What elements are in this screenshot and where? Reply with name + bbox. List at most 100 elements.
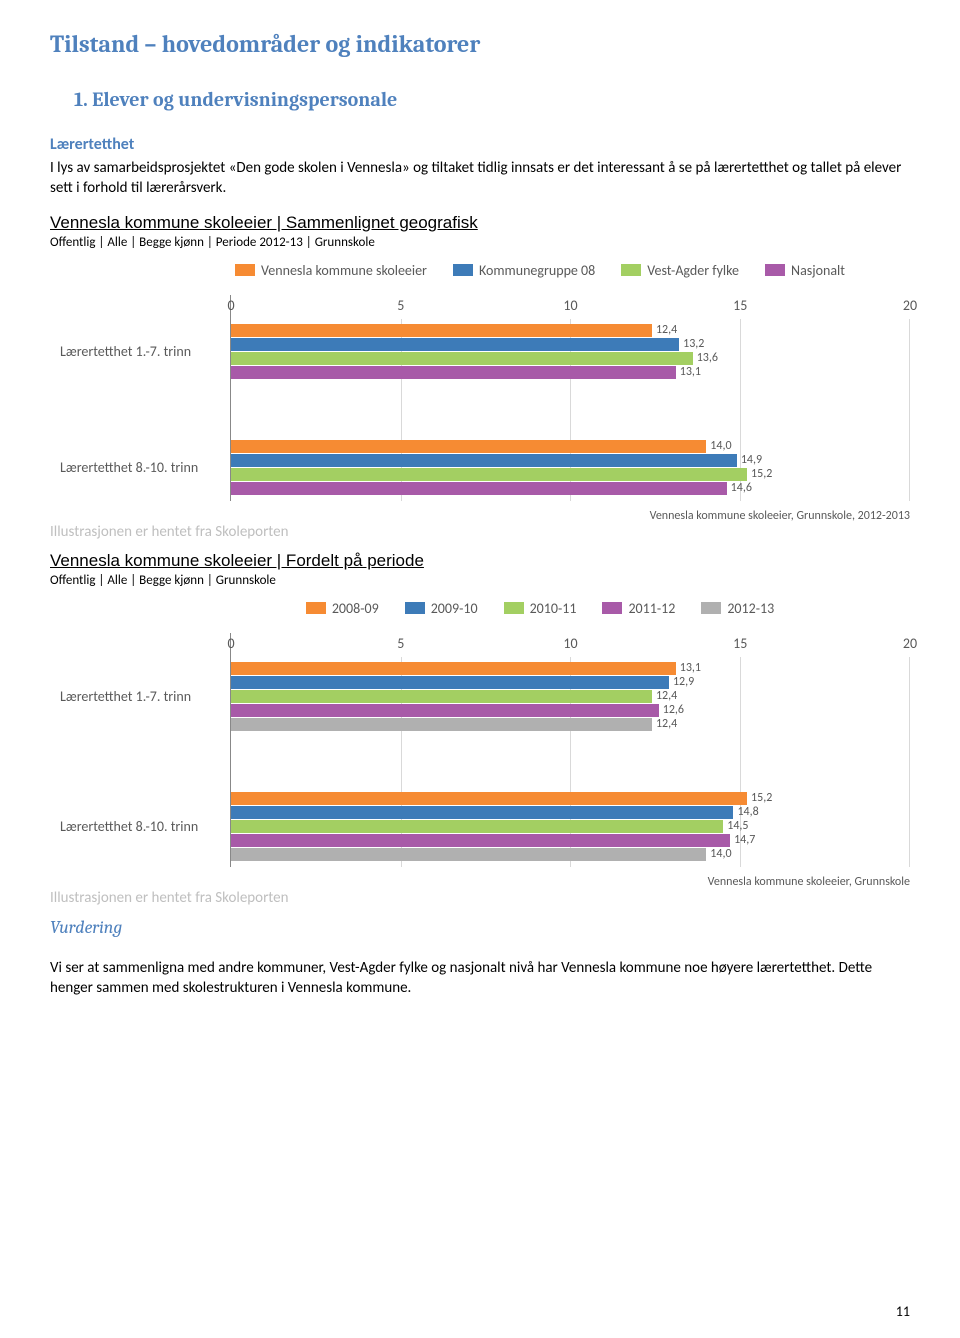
bar-value-label: 12,4 bbox=[652, 717, 677, 731]
bar-group: 15,214,814,514,714,0 bbox=[231, 787, 910, 867]
legend-label: Vest-Agder fylke bbox=[647, 262, 739, 279]
bar bbox=[231, 338, 679, 351]
bar-row: 14,0 bbox=[231, 848, 910, 861]
xtick-label: 10 bbox=[559, 635, 583, 652]
legend-item: 2008-09 bbox=[306, 600, 379, 617]
bar bbox=[231, 806, 733, 819]
legend-label: 2011-12 bbox=[628, 600, 675, 617]
bar-row: 12,4 bbox=[231, 718, 910, 731]
bar-group: 14,0 14,915,214,6 bbox=[231, 435, 910, 501]
xtick-label: 10 bbox=[559, 297, 583, 314]
bar-group: 12,413,213,613,1 bbox=[231, 319, 910, 385]
bar-row: 12,6 bbox=[231, 704, 910, 717]
legend-swatch bbox=[701, 602, 721, 614]
bar-row: 14,5 bbox=[231, 820, 910, 833]
bar bbox=[231, 352, 693, 365]
xtick-label: 0 bbox=[219, 297, 243, 314]
bar-value-label: 14,0 bbox=[706, 439, 731, 453]
conclusion-paragraph: Vi ser at sammenligna med andre kommuner… bbox=[50, 958, 910, 999]
bar-value-label: 13,6 bbox=[693, 351, 718, 365]
bar bbox=[231, 662, 676, 675]
legend-label: 2012-13 bbox=[727, 600, 774, 617]
bar-row: 14,9 bbox=[231, 454, 910, 467]
bar bbox=[231, 704, 659, 717]
bar bbox=[231, 482, 727, 495]
legend-swatch bbox=[306, 602, 326, 614]
legend-item: 2009-10 bbox=[405, 600, 478, 617]
category-label: Lærertetthet 1.-7. trinn bbox=[60, 657, 230, 737]
bar-row: 15,2 bbox=[231, 468, 910, 481]
bar-value-label: 14,0 bbox=[706, 847, 731, 861]
intro-paragraph: I lys av samarbeidsprosjektet «Den gode … bbox=[50, 158, 910, 199]
bar bbox=[231, 324, 652, 337]
chart2-subtitle: Offentlig | Alle | Begge kjønn | Grunnsk… bbox=[50, 573, 910, 588]
bar-value-label: 12,4 bbox=[652, 323, 677, 337]
bar-value-label: 14,8 bbox=[733, 805, 758, 819]
bar-row: 15,2 bbox=[231, 792, 910, 805]
legend-swatch bbox=[405, 602, 425, 614]
bar bbox=[231, 676, 669, 689]
xtick-label: 15 bbox=[728, 297, 752, 314]
bar bbox=[231, 848, 706, 861]
legend-label: 2009-10 bbox=[431, 600, 478, 617]
legend-item: Nasjonalt bbox=[765, 262, 845, 279]
bar-value-label: 15,2 bbox=[747, 467, 772, 481]
chart2-title: Vennesla kommune skoleeier | Fordelt på … bbox=[50, 551, 910, 571]
legend-swatch bbox=[621, 264, 641, 276]
page-title: Tilstand – hovedområder og indikatorer bbox=[50, 30, 910, 58]
xtick-label: 0 bbox=[219, 635, 243, 652]
legend-swatch bbox=[602, 602, 622, 614]
category-label: Lærertetthet 8.-10. trinn bbox=[60, 435, 230, 501]
bar-row: 13,1 bbox=[231, 366, 910, 379]
subsection-header: Lærertetthet bbox=[50, 135, 910, 154]
bar-row: 12,4 bbox=[231, 324, 910, 337]
xtick-label: 20 bbox=[898, 635, 922, 652]
legend-label: Kommunegruppe 08 bbox=[479, 262, 595, 279]
bar-group: 13,112,912,412,612,4 bbox=[231, 657, 910, 737]
vurdering-header: Vurdering bbox=[50, 917, 910, 938]
legend-label: Nasjonalt bbox=[791, 262, 845, 279]
bar-row: 14,6 bbox=[231, 482, 910, 495]
xtick-label: 5 bbox=[389, 635, 413, 652]
illustration-note-2: Illustrasjonen er hentet fra Skoleporten bbox=[50, 889, 910, 907]
bar-value-label: 13,1 bbox=[676, 661, 701, 675]
bar-value-label: 12,6 bbox=[659, 703, 684, 717]
bar bbox=[231, 468, 747, 481]
chart2-caption: Vennesla kommune skoleeier, Grunnskole bbox=[50, 875, 910, 889]
chart2-area: Lærertetthet 1.-7. trinnLærertetthet 8.-… bbox=[50, 633, 910, 867]
bar bbox=[231, 718, 652, 731]
xtick-label: 15 bbox=[728, 635, 752, 652]
legend-item: 2011-12 bbox=[602, 600, 675, 617]
chart1-caption: Vennesla kommune skoleeier, Grunnskole, … bbox=[50, 509, 910, 523]
bar-row: 14,0 bbox=[231, 440, 910, 453]
bar-value-label: 13,1 bbox=[676, 365, 701, 379]
legend-label: Vennesla kommune skoleeier bbox=[261, 262, 427, 279]
legend-swatch bbox=[453, 264, 473, 276]
bar-row: 12,9 bbox=[231, 676, 910, 689]
bar-row: 13,6 bbox=[231, 352, 910, 365]
bar-value-label: 12,9 bbox=[669, 675, 694, 689]
bar-value-label: 14,9 bbox=[737, 453, 762, 467]
bar-value-label: 15,2 bbox=[747, 791, 772, 805]
illustration-note: Illustrasjonen er hentet fra Skoleporten bbox=[50, 523, 910, 541]
chart2-legend: 2008-09 2009-10 2010-11 2011-12 2012-13 bbox=[50, 600, 910, 617]
chart1-area: Lærertetthet 1.-7. trinnLærertetthet 8.-… bbox=[50, 295, 910, 501]
bar-value-label: 12,4 bbox=[652, 689, 677, 703]
bar-value-label: 13,2 bbox=[679, 337, 704, 351]
legend-item: Vest-Agder fylke bbox=[621, 262, 739, 279]
bar bbox=[231, 792, 747, 805]
legend-item: Vennesla kommune skoleeier bbox=[235, 262, 427, 279]
chart1-legend: Vennesla kommune skoleeier Kommunegruppe … bbox=[50, 262, 910, 279]
bar-value-label: 14,6 bbox=[727, 481, 752, 495]
bar bbox=[231, 366, 676, 379]
legend-item: 2010-11 bbox=[504, 600, 577, 617]
page-number: 11 bbox=[896, 1303, 910, 1320]
bar bbox=[231, 454, 737, 467]
legend-label: 2008-09 bbox=[332, 600, 379, 617]
legend-swatch bbox=[765, 264, 785, 276]
bar bbox=[231, 834, 730, 847]
bar-value-label: 14,7 bbox=[730, 833, 755, 847]
legend-swatch bbox=[235, 264, 255, 276]
legend-item: Kommunegruppe 08 bbox=[453, 262, 595, 279]
bar-row: 13,1 bbox=[231, 662, 910, 675]
